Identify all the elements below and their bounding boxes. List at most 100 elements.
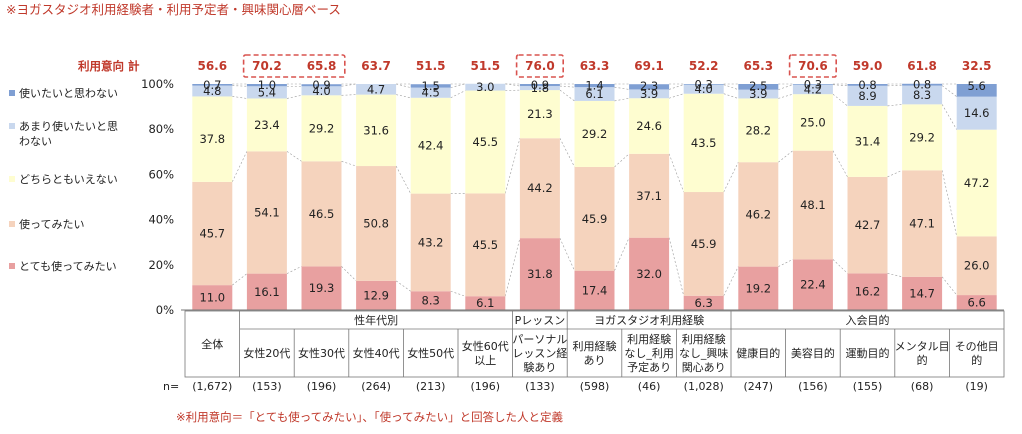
- bar-value-label: 2.3: [640, 79, 658, 93]
- bar-value-label: 14.7: [909, 286, 935, 300]
- bar-value-label: 8.3: [913, 88, 931, 102]
- series-connector-line: [559, 238, 575, 271]
- series-connector-line: [395, 165, 411, 194]
- bar-value-label: 14.6: [964, 106, 990, 120]
- bar-value-label: 47.2: [964, 176, 990, 190]
- series-connector-line: [668, 153, 684, 193]
- category-label: 美容目的: [791, 346, 835, 360]
- bar-segment: [956, 129, 997, 237]
- bar-value-label: 5.4: [258, 85, 276, 99]
- bar-value-label: 42.4: [418, 139, 444, 153]
- bar-segment: [629, 237, 670, 310]
- bar-segment: [519, 238, 560, 310]
- bar-segment: [246, 151, 287, 274]
- y-tick-label: 60%: [148, 167, 174, 181]
- table-frame: [184, 310, 1005, 378]
- bar-segment: [792, 84, 833, 95]
- intent-highlight-box: [242, 54, 346, 78]
- bar-segment: [738, 98, 779, 163]
- sample-size-value: (1,672): [192, 380, 232, 393]
- legend-label: とても使ってみたい: [19, 260, 117, 273]
- bar-value-label: 25.0: [800, 115, 826, 129]
- plot-area: 100% 80% 60% 40% 20% 0% 11.0 45.7 37.8 4.80.7 16.1…: [141, 77, 1004, 317]
- series-connector-line: [341, 94, 357, 96]
- bar-value-label: 6.1: [585, 87, 603, 101]
- bar-value-label: 1.4: [585, 79, 603, 93]
- series-connector-line: [723, 266, 739, 296]
- legend-swatch: [9, 90, 15, 96]
- sample-size-value: (598): [580, 380, 610, 393]
- sample-size-value: (247): [744, 380, 774, 393]
- category-label: 利用経験なし_興味関心あり: [679, 332, 729, 374]
- bar-segment: [519, 138, 560, 239]
- bar-value-label: 45.9: [691, 237, 717, 251]
- bar-segment: [410, 84, 451, 88]
- bar-segment: [574, 270, 615, 310]
- series-connector-line: [232, 151, 248, 182]
- bar-value-label: 23.4: [254, 118, 280, 132]
- bar-value-label: 4.8: [203, 84, 221, 98]
- series-connector-line: [559, 138, 575, 168]
- bar-value-label: 16.1: [254, 285, 280, 299]
- bar-value-label: 21.3: [527, 107, 553, 121]
- bar-segment: [956, 236, 997, 296]
- bar-value-label: 19.3: [309, 281, 335, 295]
- category-label: 全体: [201, 337, 223, 351]
- bar-value-label: 3.9: [640, 87, 658, 101]
- intent-total-value: 51.5: [470, 59, 500, 73]
- category-label: 健康目的: [736, 346, 780, 360]
- bar-value-label: 6.6: [968, 296, 986, 310]
- bar-value-label: 0.8: [913, 78, 931, 92]
- series-connector-line: [614, 97, 630, 102]
- series-connector-line: [396, 94, 411, 99]
- sample-size-value: (133): [525, 380, 555, 393]
- bar-value-label: 3.0: [476, 80, 494, 94]
- bar-value-label: 0.7: [203, 78, 221, 92]
- bar-value-label: 5.6: [968, 79, 986, 93]
- category-label: 運動目的: [846, 346, 890, 360]
- legend-swatch: [9, 123, 15, 129]
- bar-value-label: 37.1: [636, 189, 662, 203]
- series-connector-line: [341, 266, 357, 282]
- group-label: 性年代別: [354, 313, 398, 327]
- legend-label: あまり使いたいと思わない: [19, 120, 118, 148]
- bar-segment: [792, 94, 833, 151]
- group-label: Pレッスン: [515, 314, 566, 327]
- series-connector-line: [232, 273, 248, 286]
- series-connector-line: [941, 104, 957, 130]
- sample-size-value: (264): [361, 380, 391, 393]
- bar-segment: [356, 166, 397, 281]
- group-label: 入会目的: [846, 313, 890, 327]
- legend-swatch: [9, 263, 15, 269]
- series-connector-line: [723, 84, 739, 90]
- bar-value-label: 11.0: [199, 291, 225, 305]
- bar-segment: [246, 273, 287, 310]
- bar-segment: [465, 83, 506, 91]
- series-connector-line: [505, 238, 521, 297]
- series-connector-line: [286, 151, 302, 162]
- bar-value-label: 12.9: [363, 288, 389, 302]
- series-connector-line: [505, 138, 521, 194]
- sample-size-value: (196): [307, 380, 337, 393]
- bar-value-label: 2.5: [749, 79, 767, 93]
- bar-value-label: 4.5: [422, 86, 440, 100]
- intent-total-value: 65.8: [307, 59, 337, 73]
- sample-size-value: (213): [416, 380, 446, 393]
- bar-segment: [192, 181, 233, 286]
- intent-highlight-box: [788, 54, 837, 78]
- bar-segment: [410, 291, 451, 310]
- bar-value-label: 0.3: [804, 77, 822, 91]
- series-connector-line: [450, 290, 466, 297]
- category-label: 女性40代: [353, 346, 400, 360]
- sample-size-value: (68): [911, 380, 934, 393]
- bar-segment: [574, 87, 615, 101]
- series-connector-line: [887, 273, 903, 278]
- bar-segment: [246, 98, 287, 152]
- intent-total-value: 56.6: [197, 59, 227, 73]
- bar-value-label: 4.2: [804, 82, 822, 96]
- series-connector-line: [341, 161, 357, 167]
- bar-value-label: 31.4: [855, 134, 881, 148]
- series-connector-line: [887, 170, 903, 178]
- bar-value-label: 45.7: [199, 226, 225, 240]
